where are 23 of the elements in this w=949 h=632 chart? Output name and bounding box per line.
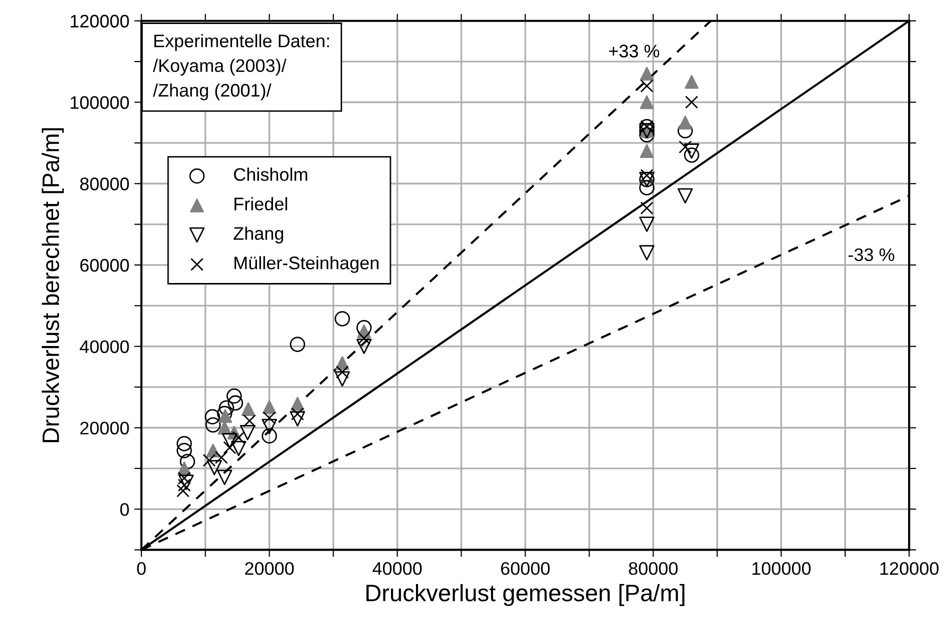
y-axis-title: Druckverlust berechnet [Pa/m] (42, 128, 64, 442)
legend-label: Zhang (234, 226, 284, 244)
y-tick-label: 100000 (70, 96, 129, 109)
x-tick-label: 100000 (752, 562, 811, 575)
y-tick-label: 0 (120, 503, 129, 516)
annotation: -33 % (848, 248, 894, 262)
y-tick-label: 40000 (80, 340, 129, 354)
x-tick-label: 0 (137, 562, 146, 575)
x-tick-label: 40000 (372, 562, 422, 575)
x-tick-label: 80000 (628, 562, 678, 575)
y-tick-label: 20000 (80, 422, 129, 434)
x-tick-label: 20000 (245, 562, 294, 575)
legend-label: Müller-Steinhagen (234, 256, 378, 273)
x-tick-label: 60000 (501, 562, 550, 575)
annotation: Experimentelle Daten: /Koyama (2003)/ /Zhang (2001)/ (152, 34, 329, 100)
x-axis-title: Druckverlust gemessen [Pa/m] (366, 584, 684, 606)
legend-label: Chisholm (234, 168, 308, 181)
y-tick-label: 60000 (80, 258, 129, 272)
annotation: +33 % (609, 44, 660, 58)
y-tick-label: 120000 (70, 14, 129, 28)
x-tick-label: 120000 (880, 562, 939, 575)
legend-label: Friedel (234, 197, 288, 210)
y-tick-label: 80000 (80, 178, 129, 190)
